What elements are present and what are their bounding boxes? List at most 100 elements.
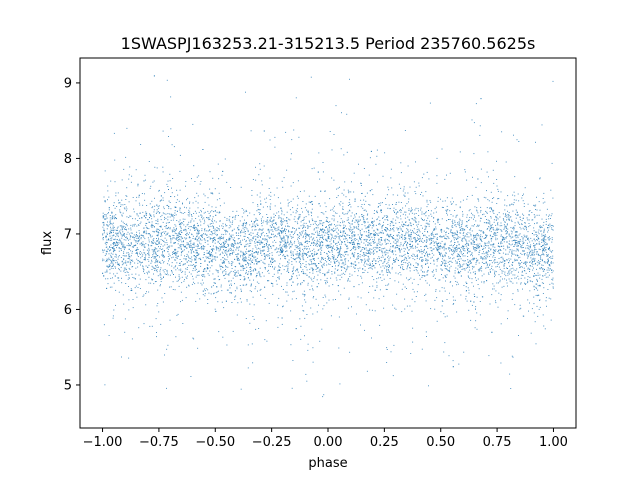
data-point — [137, 224, 139, 226]
data-point — [285, 291, 287, 293]
data-point — [209, 251, 211, 253]
data-point — [204, 290, 206, 292]
data-point — [463, 260, 465, 262]
data-point — [182, 270, 184, 272]
data-point — [433, 254, 435, 256]
data-point — [500, 299, 502, 301]
data-point — [353, 241, 355, 243]
data-point — [516, 259, 518, 261]
data-point — [314, 251, 316, 253]
data-point — [197, 239, 199, 241]
data-point — [108, 209, 110, 211]
data-point — [457, 247, 459, 249]
data-point — [339, 248, 341, 250]
data-point — [422, 250, 424, 252]
data-point — [227, 243, 229, 245]
data-point — [417, 226, 418, 228]
data-point — [221, 246, 223, 248]
data-point — [539, 299, 540, 301]
data-point — [183, 229, 185, 231]
data-point — [537, 236, 539, 238]
data-point — [315, 245, 317, 247]
data-point — [340, 247, 342, 249]
data-point — [436, 258, 438, 260]
data-point — [304, 207, 306, 209]
data-point — [326, 264, 328, 266]
data-point — [312, 268, 314, 270]
data-point — [369, 267, 371, 269]
data-point — [482, 259, 484, 261]
data-point — [270, 216, 272, 218]
data-point — [295, 298, 297, 300]
data-point — [405, 233, 407, 235]
data-point — [286, 217, 288, 219]
data-point — [160, 276, 162, 278]
data-point — [477, 278, 479, 280]
data-point — [256, 219, 258, 221]
data-point — [258, 328, 260, 329]
data-point — [515, 234, 517, 236]
data-point — [552, 286, 554, 288]
data-point — [328, 269, 330, 271]
data-point — [111, 217, 113, 219]
data-point — [320, 240, 322, 242]
data-point — [497, 218, 499, 220]
data-point — [355, 220, 357, 222]
data-point — [461, 266, 463, 268]
data-point — [256, 257, 258, 259]
data-point — [444, 316, 446, 318]
data-point — [126, 229, 127, 231]
data-point — [221, 301, 223, 303]
data-point — [296, 195, 298, 197]
data-point — [306, 248, 308, 250]
data-point — [441, 206, 443, 208]
data-point — [358, 216, 360, 218]
data-point — [190, 221, 192, 223]
data-point — [261, 234, 263, 236]
data-point — [514, 260, 516, 262]
data-point — [386, 233, 388, 235]
data-point — [364, 221, 366, 222]
data-point — [236, 271, 238, 273]
data-point — [264, 198, 266, 200]
data-point — [303, 245, 305, 247]
data-point — [144, 257, 145, 259]
data-point — [170, 242, 172, 244]
data-point — [342, 261, 344, 263]
data-point — [290, 257, 292, 259]
data-point — [286, 291, 288, 293]
data-point — [449, 245, 451, 246]
data-point — [277, 270, 279, 272]
data-point — [390, 221, 392, 222]
data-point — [453, 252, 455, 254]
data-point — [507, 228, 509, 230]
data-point — [244, 254, 246, 256]
data-point — [143, 271, 144, 273]
data-point — [368, 227, 370, 229]
data-point — [198, 215, 200, 217]
data-point — [146, 227, 148, 229]
data-point — [392, 228, 393, 230]
data-point — [410, 353, 412, 354]
data-point — [408, 261, 410, 263]
data-point — [263, 249, 265, 251]
data-point — [494, 234, 496, 236]
data-point — [456, 230, 458, 232]
data-point — [216, 291, 218, 293]
data-point — [464, 229, 466, 231]
data-point — [530, 255, 532, 257]
data-point — [139, 212, 141, 214]
data-point — [428, 238, 430, 240]
data-point — [521, 254, 523, 255]
data-point — [238, 259, 240, 261]
data-point — [175, 276, 176, 278]
data-point — [418, 185, 420, 187]
data-point — [207, 240, 209, 242]
data-point — [516, 211, 518, 213]
data-point — [102, 237, 104, 239]
data-point — [528, 254, 530, 256]
data-point — [360, 250, 362, 252]
data-point — [362, 207, 364, 209]
data-point — [521, 247, 523, 249]
data-point — [509, 260, 510, 262]
